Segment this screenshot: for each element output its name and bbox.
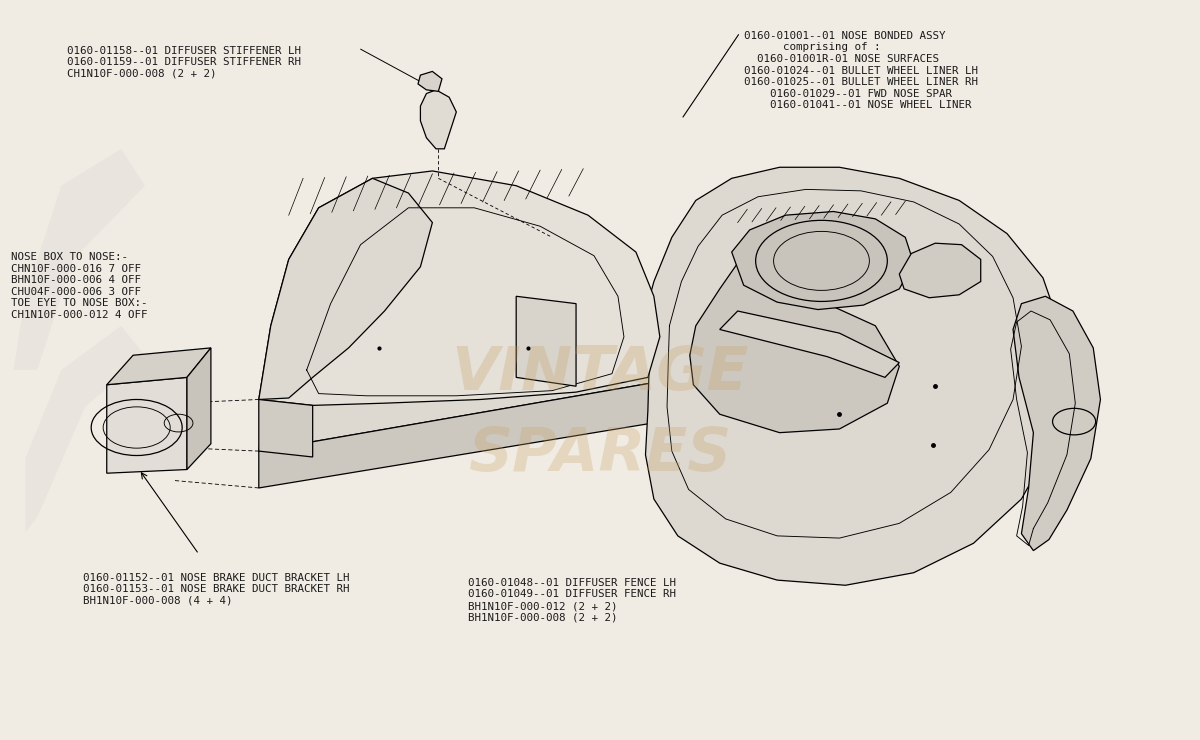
Text: 0160-01158--01 DIFFUSER STIFFENER LH
0160-01159--01 DIFFUSER STIFFENER RH
CH1N10: 0160-01158--01 DIFFUSER STIFFENER LH 016… xyxy=(67,46,301,79)
Polygon shape xyxy=(418,72,442,91)
Text: 0160-01048--01 DIFFUSER FENCE LH
0160-01049--01 DIFFUSER FENCE RH
BH1N10F-000-01: 0160-01048--01 DIFFUSER FENCE LH 0160-01… xyxy=(468,578,677,622)
Polygon shape xyxy=(720,311,899,377)
Polygon shape xyxy=(259,377,684,488)
Polygon shape xyxy=(107,377,187,473)
Polygon shape xyxy=(25,326,145,532)
Text: NOSE BOX TO NOSE:-
CHN10F-000-016 7 OFF
BHN10F-000-006 4 OFF
CHU04F-000-006 3 OF: NOSE BOX TO NOSE:- CHN10F-000-016 7 OFF … xyxy=(11,252,148,320)
Polygon shape xyxy=(259,326,684,451)
Polygon shape xyxy=(1013,296,1100,551)
Polygon shape xyxy=(259,171,660,406)
Polygon shape xyxy=(516,296,576,386)
Polygon shape xyxy=(259,178,432,400)
Text: 0160-01152--01 NOSE BRAKE DUCT BRACKET LH
0160-01153--01 NOSE BRAKE DUCT BRACKET: 0160-01152--01 NOSE BRAKE DUCT BRACKET L… xyxy=(83,573,349,606)
Polygon shape xyxy=(107,348,211,385)
Polygon shape xyxy=(690,263,899,433)
Polygon shape xyxy=(259,400,313,457)
Polygon shape xyxy=(420,90,456,149)
Text: 0160-01001--01 NOSE BONDED ASSY
      comprising of :
  0160-01001R-01 NOSE SURF: 0160-01001--01 NOSE BONDED ASSY comprisi… xyxy=(744,31,978,110)
Polygon shape xyxy=(899,243,980,297)
Polygon shape xyxy=(732,212,913,309)
Polygon shape xyxy=(13,149,145,370)
Text: VINTAGE: VINTAGE xyxy=(451,344,749,403)
Text: SPARES: SPARES xyxy=(468,425,732,484)
Polygon shape xyxy=(642,167,1064,585)
Polygon shape xyxy=(187,348,211,469)
